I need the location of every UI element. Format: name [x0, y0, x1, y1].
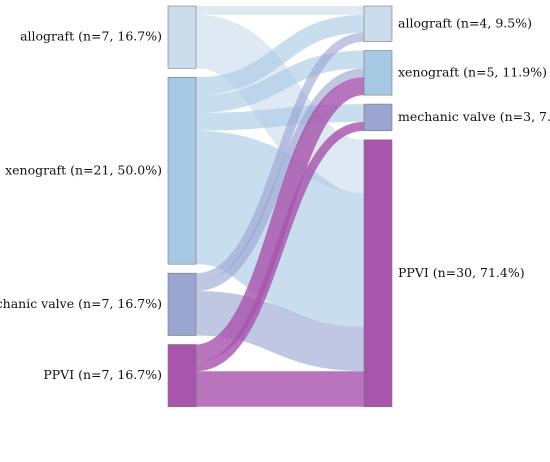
flow-l-mech-to-r-ppvi — [195, 291, 365, 372]
node-l-mech — [167, 272, 197, 336]
left-node-label-ppvi: PPVI (n=7, 16.7%) — [43, 367, 162, 382]
left-node-label-xenograft: xenograft (n=21, 50.0%) — [5, 162, 162, 177]
flow-l-mech-to-r-xeno — [195, 68, 365, 291]
flow-l-ppvi-to-r-xeno — [194, 77, 366, 363]
node-l-xeno — [167, 77, 197, 265]
flow-l-ppvi-to-r-mech — [195, 121, 365, 372]
node-r-mech — [363, 103, 393, 132]
flow-l-xeno-to-r-mech — [195, 104, 365, 131]
right-node-label-ppvi: PPVI (n=30, 71.4%) — [398, 265, 525, 280]
right-node-label-mechanic-valve: mechanic valve (n=3, 7.1%) — [398, 109, 550, 124]
sankey-labels: allograft (n=7, 16.7%) xenograft (n=21, … — [0, 15, 550, 382]
right-node-label-allograft: allograft (n=4, 9.5%) — [398, 15, 532, 30]
node-l-ppvi — [167, 344, 197, 408]
flow-l-allo-to-r-ppvi — [193, 14, 367, 194]
node-r-allo — [363, 5, 393, 42]
flow-l-xeno-to-r-allo — [195, 14, 365, 96]
node-r-ppvi — [363, 139, 393, 408]
node-l-allo — [167, 5, 197, 69]
flow-l-mech-to-r-allo — [195, 32, 365, 283]
flow-l-xeno-to-r-xeno — [195, 50, 365, 113]
sankey-nodes — [167, 5, 393, 408]
left-node-label-allograft: allograft (n=7, 16.7%) — [20, 29, 162, 44]
node-r-xeno — [363, 50, 393, 96]
sankey-links — [193, 5, 367, 407]
right-node-label-xenograft: xenograft (n=5, 11.9%) — [398, 64, 547, 79]
left-node-label-mechanic-valve: mechanic valve (n=7, 16.7%) — [0, 296, 162, 311]
